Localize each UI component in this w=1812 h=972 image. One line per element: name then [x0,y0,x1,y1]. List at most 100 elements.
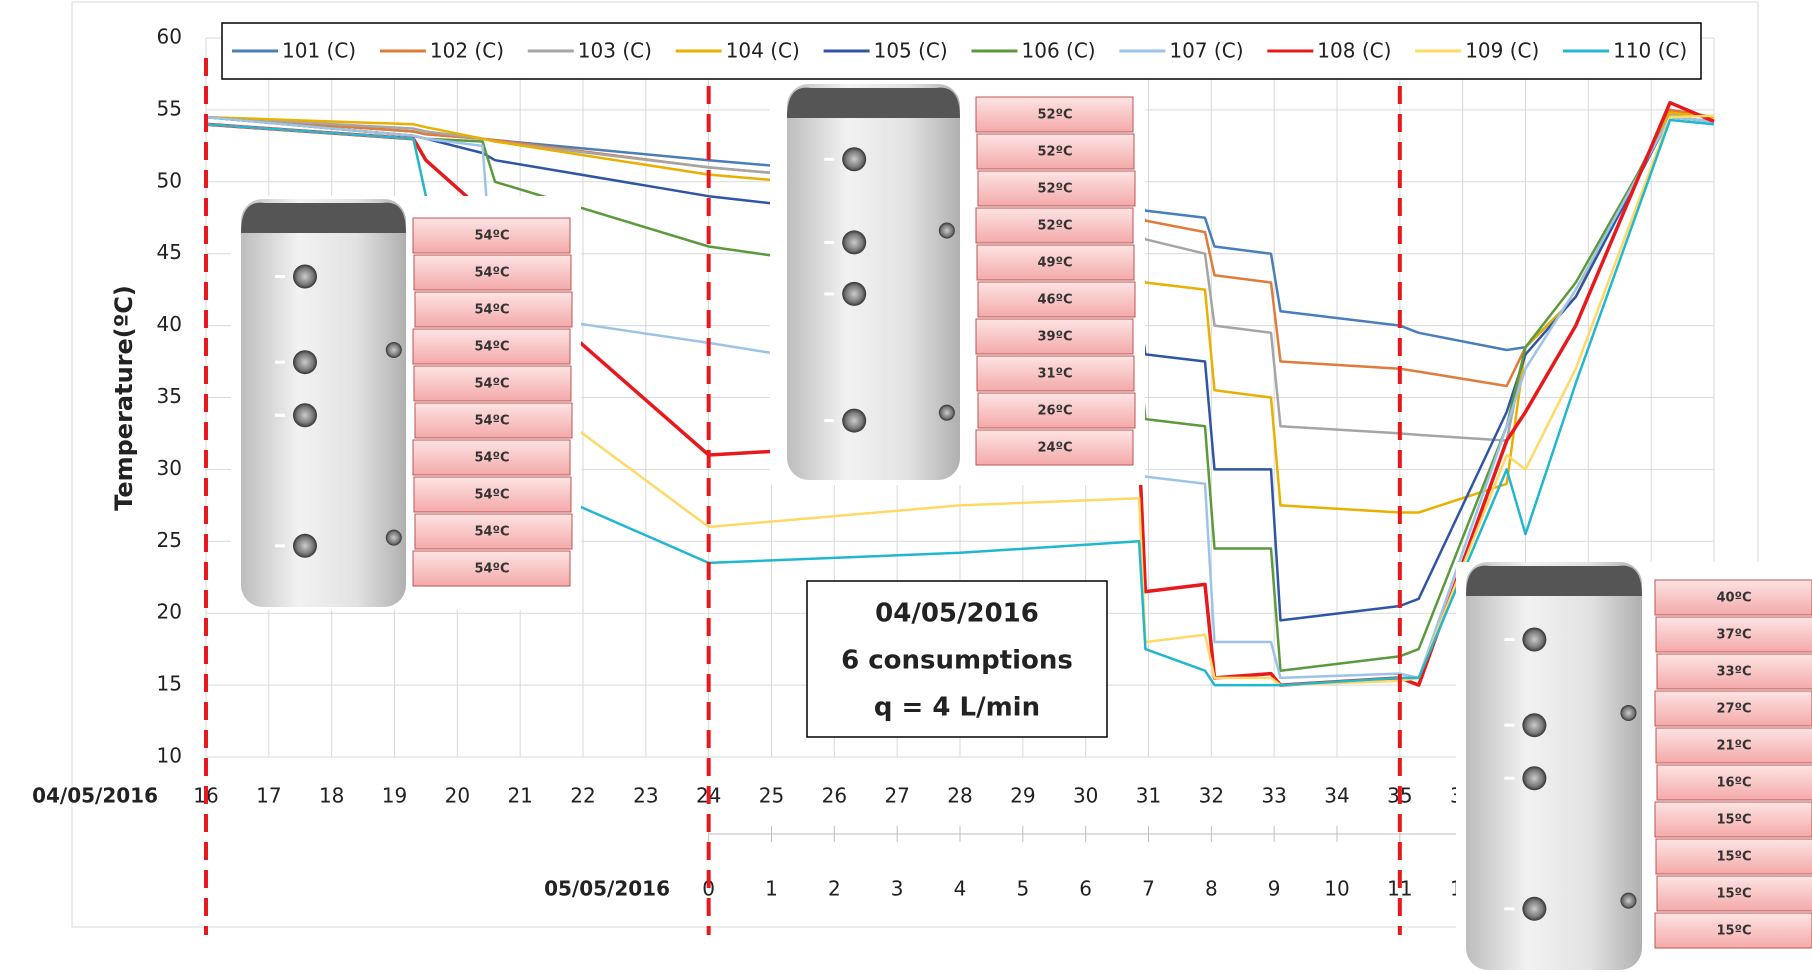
x-tick-label: 31 [1136,784,1161,808]
y-tick-label: 40 [157,312,182,336]
tank-knob [386,342,402,358]
tank-top [1466,566,1642,596]
y-tick-label: 20 [157,600,182,624]
x-date-label: 04/05/2016 [32,784,158,808]
x-tick-label: 17 [256,784,281,808]
temp-label: 54ºC [475,229,510,244]
x2-tick-label: 2 [828,877,841,901]
temp-label: 33ºC [1717,665,1752,680]
tank-knob [293,403,317,427]
x2-tick-label: 1 [765,877,778,901]
tank-knob [939,405,955,421]
legend-label: 101 (C) [282,39,356,63]
tank-knob [842,147,866,171]
legend-label: 107 (C) [1169,39,1243,63]
tank-knob [1620,705,1636,721]
tank-body [1466,562,1642,970]
temp-label: 54ºC [475,562,510,577]
x2-tick-label: 9 [1268,877,1281,901]
legend-label: 103 (C) [578,39,652,63]
x-tick-label: 19 [382,784,407,808]
x2-date-label: 05/05/2016 [544,877,670,901]
temp-label: 54ºC [475,525,510,540]
temp-label: 54ºC [475,303,510,318]
tank-knob [939,223,955,239]
x2-tick-label: 7 [1142,877,1155,901]
legend-label: 104 (C) [726,39,800,63]
tank-knob [842,230,866,254]
temp-label: 54ºC [475,451,510,466]
temp-label: 52ºC [1038,219,1073,234]
annotation-text: 6 consumptions [841,646,1073,676]
x-tick-label: 27 [884,784,909,808]
temp-label: 15ºC [1717,924,1752,939]
x-tick-label: 33 [1261,784,1286,808]
temp-label: 54ºC [475,266,510,281]
x-tick-label: 25 [759,784,784,808]
temp-label: 52ºC [1038,182,1073,197]
x2-tick-label: 4 [954,877,967,901]
tank-knob [1522,766,1546,790]
x2-tick-label: 8 [1205,877,1218,901]
x-tick-label: 21 [507,784,532,808]
y-tick-label: 30 [157,456,182,480]
temp-label: 15ºC [1717,850,1752,865]
temp-label: 37ºC [1717,628,1752,643]
temp-label: 54ºC [475,377,510,392]
x2-tick-label: 3 [891,877,904,901]
x2-tick-label: 10 [1324,877,1349,901]
temp-label: 52ºC [1038,108,1073,123]
x2-tick-label: 6 [1079,877,1092,901]
legend-label: 102 (C) [430,39,504,63]
x-tick-label: 26 [822,784,847,808]
x-tick-label: 28 [947,784,972,808]
temp-label: 39ºC [1038,330,1073,345]
temp-label: 40ºC [1717,591,1752,606]
tank-knob [293,265,317,289]
y-tick-label: 45 [157,240,182,264]
x2-tick-label: 5 [1016,877,1029,901]
temp-label: 15ºC [1717,813,1752,828]
y-tick-label: 55 [157,96,182,120]
tank-knob [842,282,866,306]
x-tick-label: 34 [1324,784,1349,808]
y-tick-label: 15 [157,672,182,696]
temp-label: 54ºC [475,340,510,355]
legend-label: 110 (C) [1613,39,1687,63]
annotation-text: 04/05/2016 [875,599,1039,629]
temp-label: 27ºC [1717,702,1752,717]
x-tick-label: 29 [1010,784,1035,808]
temp-label: 15ºC [1717,887,1752,902]
tank-knob [293,534,317,558]
tank-knob [1620,893,1636,909]
legend-label: 106 (C) [1022,39,1096,63]
tank-knob [1522,628,1546,652]
chart: Temperature(ºC) 04/05/2016 05/05/2016 10… [0,0,1812,972]
tank-knob [842,409,866,433]
tank-body [241,199,406,607]
temp-label: 16ºC [1717,776,1752,791]
temp-label: 54ºC [475,414,510,429]
temp-label: 24ºC [1038,441,1073,456]
temp-label: 54ºC [475,488,510,503]
x-tick-label: 32 [1199,784,1224,808]
temp-label: 46ºC [1038,293,1073,308]
tank-knob [293,350,317,374]
tank-top [787,88,960,118]
tank-top [241,203,406,233]
x-tick-label: 18 [319,784,344,808]
legend-label: 108 (C) [1317,39,1391,63]
y-tick-label: 50 [157,168,182,192]
temp-label: 26ºC [1038,404,1073,419]
temp-label: 52ºC [1038,145,1073,160]
temp-label: 21ºC [1717,739,1752,754]
tank-knob [1522,897,1546,921]
temp-label: 31ºC [1038,367,1073,382]
tank-body [787,84,960,480]
x-tick-label: 30 [1073,784,1098,808]
legend-label: 105 (C) [874,39,948,63]
y-tick-label: 10 [157,744,182,768]
y-tick-label: 60 [157,25,182,49]
x-tick-label: 22 [570,784,595,808]
tank-knob [1522,713,1546,737]
